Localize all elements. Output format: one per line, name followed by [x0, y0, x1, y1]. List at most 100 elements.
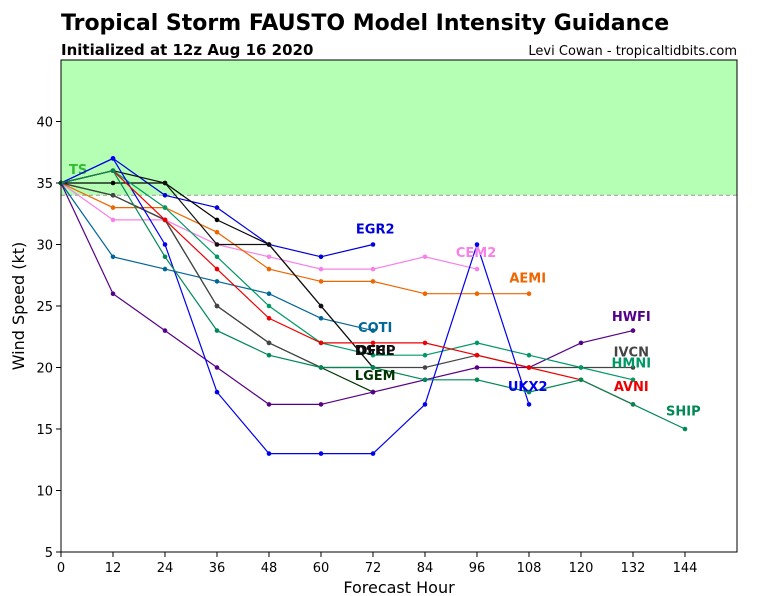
series-cem2	[58, 180, 480, 272]
model-label-avni: AVNI	[614, 380, 649, 395]
x-tick-label: 0	[57, 561, 65, 576]
data-point	[526, 291, 532, 297]
chart-credit: Levi Cowan - tropicaltidbits.com	[528, 44, 737, 59]
data-point	[266, 352, 272, 358]
data-point	[474, 242, 480, 247]
data-point	[422, 291, 428, 297]
data-point	[110, 291, 116, 297]
x-tick-label: 36	[209, 561, 226, 576]
data-point	[630, 377, 636, 383]
x-tick-label: 72	[365, 561, 382, 576]
data-point	[422, 254, 428, 260]
data-point	[422, 377, 428, 383]
data-point	[370, 365, 376, 370]
series-ivcn	[58, 180, 636, 370]
data-point	[214, 266, 220, 272]
data-point	[370, 328, 376, 333]
data-point	[474, 377, 480, 383]
x-tick-label: 24	[157, 561, 174, 576]
y-tick-label: 15	[36, 423, 53, 438]
data-point	[370, 279, 376, 284]
model-label-egr2: EGR2	[356, 222, 395, 237]
model-label-hmni: HMNI	[612, 357, 652, 372]
data-point	[526, 389, 532, 395]
data-point	[318, 402, 324, 407]
x-tick-label: 144	[673, 561, 698, 576]
model-label-lgem: LGEM	[355, 369, 396, 384]
data-point	[318, 303, 324, 309]
data-point	[266, 316, 272, 321]
data-point	[110, 156, 116, 161]
data-point	[370, 266, 376, 272]
data-point	[474, 352, 480, 358]
x-axis-label: Forecast Hour	[343, 578, 455, 596]
data-point	[266, 451, 272, 456]
tropical-storm-band	[61, 60, 737, 196]
series-avni	[58, 168, 636, 407]
data-point	[318, 451, 324, 456]
y-tick-label: 10	[36, 485, 53, 500]
data-point	[110, 205, 116, 210]
data-point	[370, 451, 376, 456]
data-point	[370, 340, 376, 346]
data-point	[578, 365, 584, 370]
x-tick-label: 96	[469, 561, 486, 576]
x-tick-label: 48	[261, 561, 278, 576]
data-point	[370, 242, 376, 247]
data-point	[578, 377, 584, 383]
series-line-hwfi	[60, 182, 634, 405]
data-point	[682, 426, 688, 432]
data-point	[266, 291, 272, 297]
data-point	[474, 266, 480, 272]
data-point	[110, 193, 116, 198]
data-point	[214, 229, 220, 235]
data-point	[630, 365, 636, 370]
series-line-ukx2	[60, 157, 530, 455]
data-point	[214, 365, 220, 370]
model-label-ship: SHIP	[666, 405, 701, 420]
y-axis-ticks: 5 10 15 20 25 30 35 40	[36, 116, 61, 561]
model-label-dshp: DSHP	[355, 344, 396, 359]
data-point	[318, 316, 324, 321]
data-point	[318, 365, 324, 370]
data-point	[162, 266, 168, 272]
y-tick-label: 40	[36, 116, 53, 131]
data-point	[526, 352, 532, 358]
y-tick-label: 20	[36, 362, 53, 377]
data-point	[474, 291, 480, 297]
x-tick-label: 108	[517, 561, 542, 576]
data-point	[370, 389, 376, 395]
chart-subtitle: Initialized at 12z Aug 16 2020	[61, 41, 313, 59]
data-point	[318, 340, 324, 346]
data-point	[266, 254, 272, 260]
ts-label: TS	[69, 163, 87, 178]
data-point	[162, 180, 168, 186]
y-tick-label: 5	[45, 546, 53, 561]
chart-title: Tropical Storm FAUSTO Model Intensity Gu…	[61, 11, 669, 36]
data-point	[162, 193, 168, 198]
data-point	[422, 352, 428, 358]
data-point	[110, 254, 116, 260]
model-label-hwfi: HWFI	[612, 310, 651, 325]
data-point	[214, 242, 220, 247]
data-point	[266, 242, 272, 247]
y-axis-label: Wind Speed (kt)	[9, 242, 28, 371]
data-point	[266, 303, 272, 309]
y-tick-label: 30	[36, 239, 53, 254]
series-line-hmni	[60, 170, 634, 381]
data-point	[214, 217, 220, 223]
data-point	[318, 279, 324, 284]
data-point	[162, 242, 168, 247]
model-label-ivcn: IVCN	[614, 345, 649, 360]
model-label-aemi: AEMI	[509, 272, 546, 287]
series-line-aemi	[60, 182, 529, 295]
data-point	[318, 266, 324, 272]
data-point	[526, 365, 532, 370]
data-point	[162, 328, 168, 333]
model-label-ukx2: UKX2	[508, 380, 548, 395]
x-axis-ticks: 0 12 24 36 48 60 72 84 96 108 120 132 144	[57, 552, 698, 576]
x-tick-label: 12	[105, 561, 122, 576]
data-point	[266, 266, 272, 272]
